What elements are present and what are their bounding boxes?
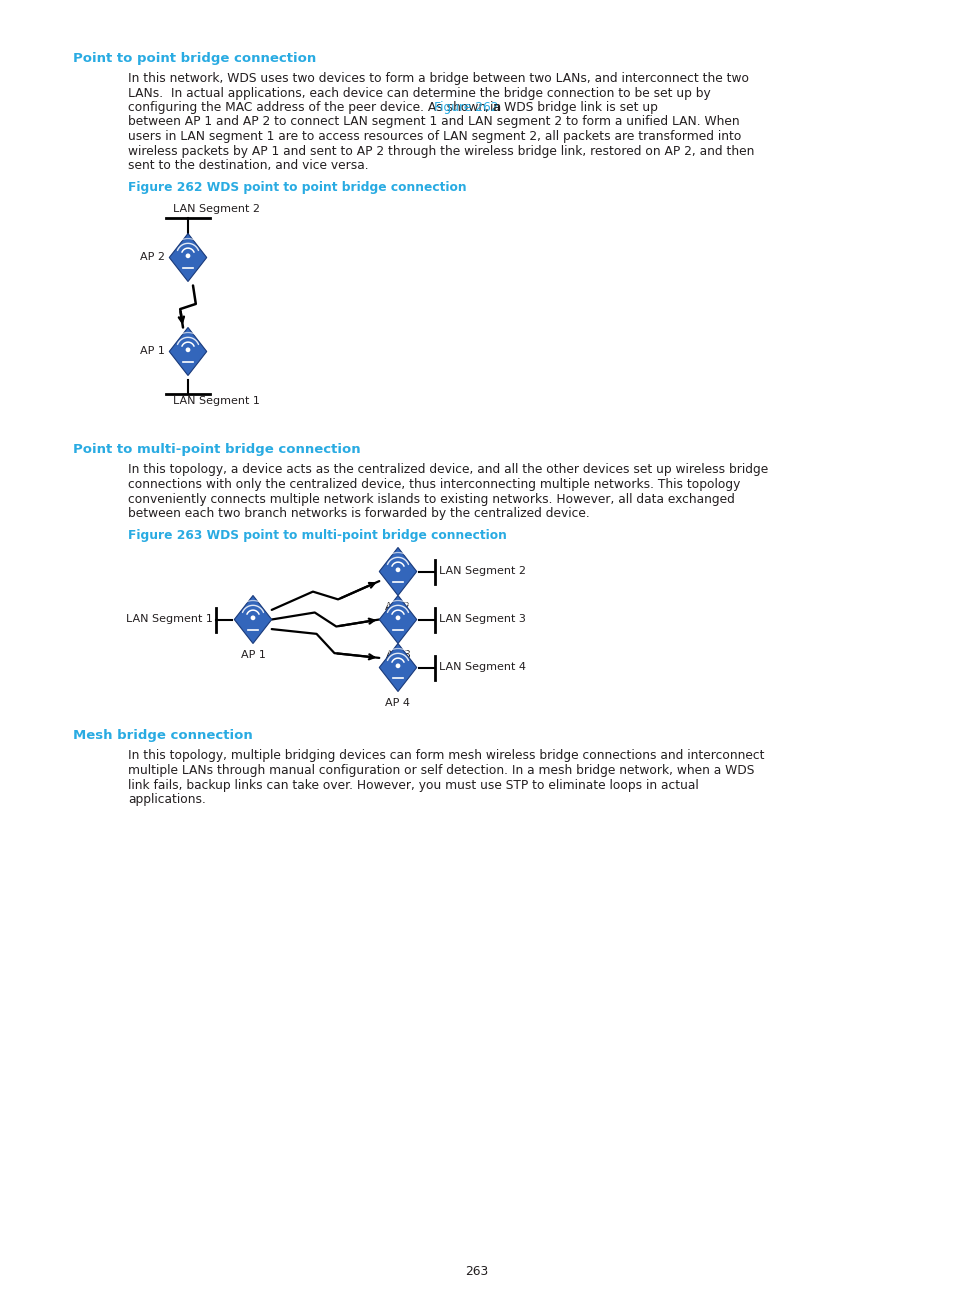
Circle shape <box>395 616 399 619</box>
Polygon shape <box>234 595 272 644</box>
Text: sent to the destination, and vice versa.: sent to the destination, and vice versa. <box>128 159 368 172</box>
Text: LANs.  In actual applications, each device can determine the bridge connection t: LANs. In actual applications, each devic… <box>128 87 710 100</box>
Text: Figure 262 WDS point to point bridge connection: Figure 262 WDS point to point bridge con… <box>128 181 466 194</box>
Text: AP 2: AP 2 <box>385 601 410 612</box>
Text: link fails, backup links can take over. However, you must use STP to eliminate l: link fails, backup links can take over. … <box>128 779 698 792</box>
Text: users in LAN segment 1 are to access resources of LAN segment 2, all packets are: users in LAN segment 1 are to access res… <box>128 130 740 143</box>
Text: Point to multi-point bridge connection: Point to multi-point bridge connection <box>73 443 360 456</box>
Text: applications.: applications. <box>128 793 206 806</box>
Text: 263: 263 <box>465 1265 488 1278</box>
Text: AP 4: AP 4 <box>385 697 410 708</box>
Text: LAN Segment 3: LAN Segment 3 <box>438 614 525 625</box>
Circle shape <box>186 254 190 258</box>
Polygon shape <box>379 644 416 692</box>
Text: In this topology, a device acts as the centralized device, and all the other dev: In this topology, a device acts as the c… <box>128 464 767 477</box>
Polygon shape <box>169 233 207 281</box>
Text: LAN Segment 2: LAN Segment 2 <box>172 203 260 214</box>
Text: AP 2: AP 2 <box>140 253 165 263</box>
Text: Mesh bridge connection: Mesh bridge connection <box>73 730 253 743</box>
Text: multiple LANs through manual configuration or self detection. In a mesh bridge n: multiple LANs through manual configurati… <box>128 765 754 778</box>
Text: LAN Segment 4: LAN Segment 4 <box>438 662 525 673</box>
Polygon shape <box>379 547 416 595</box>
Circle shape <box>251 616 254 619</box>
Text: between each two branch networks is forwarded by the centralized device.: between each two branch networks is forw… <box>128 507 589 520</box>
Text: In this network, WDS uses two devices to form a bridge between two LANs, and int: In this network, WDS uses two devices to… <box>128 73 748 86</box>
Polygon shape <box>169 328 207 376</box>
Text: Point to point bridge connection: Point to point bridge connection <box>73 52 315 65</box>
Text: Figure 263 WDS point to multi-point bridge connection: Figure 263 WDS point to multi-point brid… <box>128 530 506 543</box>
Text: LAN Segment 1: LAN Segment 1 <box>172 395 259 406</box>
Text: wireless packets by AP 1 and sent to AP 2 through the wireless bridge link, rest: wireless packets by AP 1 and sent to AP … <box>128 144 754 158</box>
Text: LAN Segment 1: LAN Segment 1 <box>126 614 213 625</box>
Text: AP 1: AP 1 <box>240 649 265 660</box>
Text: connections with only the centralized device, thus interconnecting multiple netw: connections with only the centralized de… <box>128 478 740 491</box>
Circle shape <box>186 349 190 351</box>
Text: conveniently connects multiple network islands to existing networks. However, al: conveniently connects multiple network i… <box>128 492 734 505</box>
Polygon shape <box>379 595 416 644</box>
Text: between AP 1 and AP 2 to connect LAN segment 1 and LAN segment 2 to form a unifi: between AP 1 and AP 2 to connect LAN seg… <box>128 115 739 128</box>
Text: Figure 262: Figure 262 <box>434 101 498 114</box>
Circle shape <box>395 568 399 572</box>
Text: , a WDS bridge link is set up: , a WDS bridge link is set up <box>485 101 658 114</box>
Circle shape <box>395 664 399 667</box>
Text: configuring the MAC address of the peer device. As shown in: configuring the MAC address of the peer … <box>128 101 504 114</box>
Text: LAN Segment 2: LAN Segment 2 <box>438 566 525 577</box>
Text: AP 3: AP 3 <box>385 649 410 660</box>
Text: In this topology, multiple bridging devices can form mesh wireless bridge connec: In this topology, multiple bridging devi… <box>128 749 763 762</box>
Text: AP 1: AP 1 <box>140 346 165 356</box>
